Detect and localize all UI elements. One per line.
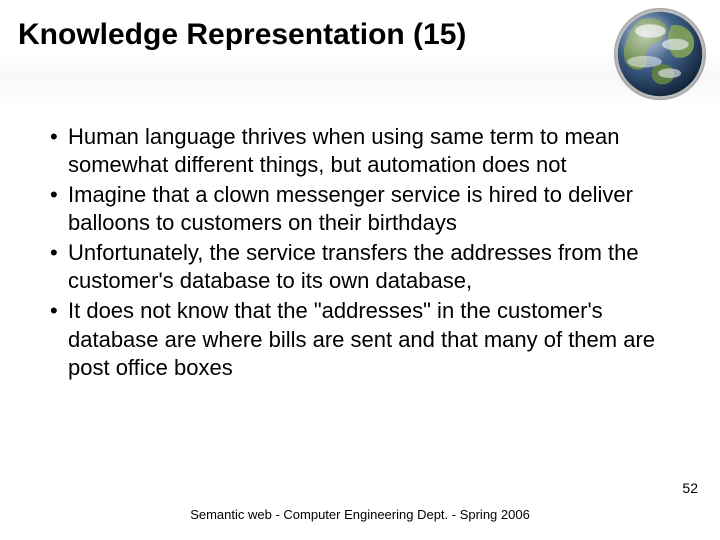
slide-title: Knowledge Representation (15) xyxy=(18,18,692,53)
slide: Knowledge Representation (15) xyxy=(0,0,720,540)
bullet-item: Unfortunately, the service transfers the… xyxy=(50,239,672,295)
globe-icon xyxy=(612,6,708,102)
bullet-list: Human language thrives when using same t… xyxy=(18,123,692,382)
bullet-item: Human language thrives when using same t… xyxy=(50,123,672,179)
page-number: 52 xyxy=(682,480,698,496)
bullet-item: Imagine that a clown messenger service i… xyxy=(50,181,672,237)
bullet-item: It does not know that the "addresses" in… xyxy=(50,297,672,381)
footer-text: Semantic web - Computer Engineering Dept… xyxy=(0,507,720,522)
